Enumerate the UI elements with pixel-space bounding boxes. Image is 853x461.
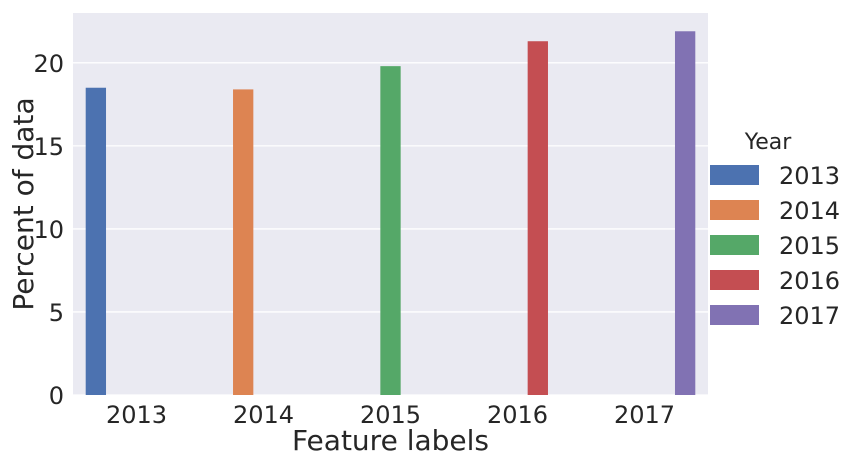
y-tick-label: 20 (33, 50, 64, 78)
x-tick-label: 2016 (487, 401, 548, 429)
legend-swatch-2017 (710, 305, 759, 325)
legend-swatch-2014 (710, 200, 759, 220)
legend-label-2015: 2015 (779, 232, 840, 260)
legend-label-2013: 2013 (779, 162, 840, 190)
legend-label-2017: 2017 (779, 302, 840, 330)
legend-label-2016: 2016 (779, 267, 840, 295)
bar-2017 (674, 31, 696, 396)
legend-swatch-2016 (710, 270, 759, 290)
legend: Year 2013 2014 2015 2016 2017 (710, 130, 840, 330)
x-tick-label: 2015 (360, 401, 421, 429)
y-tick-label: 10 (33, 216, 64, 244)
x-tick-label: 2014 (233, 401, 294, 429)
legend-title: Year (744, 130, 793, 155)
legend-label-2014: 2014 (779, 197, 840, 225)
legend-swatch-2015 (710, 235, 759, 255)
bar-2015 (380, 66, 401, 395)
x-tick-label: 2013 (106, 401, 167, 429)
bar-2013 (85, 87, 107, 395)
x-axis-title: Feature labels (292, 424, 489, 457)
bar-2016 (527, 41, 548, 396)
x-tick-label: 2017 (614, 401, 675, 429)
legend-swatch-2013 (710, 165, 759, 185)
y-tick-label: 5 (49, 299, 64, 327)
bars (85, 31, 696, 396)
bar-2014 (233, 89, 254, 396)
y-axis-title: Percent of data (7, 97, 40, 310)
y-tick-label: 0 (49, 382, 64, 410)
x-axis-ticks: 2013 2014 2015 2016 2017 (106, 401, 675, 429)
y-tick-label: 15 (33, 133, 64, 161)
y-axis-ticks: 0 5 10 15 20 (33, 50, 64, 410)
